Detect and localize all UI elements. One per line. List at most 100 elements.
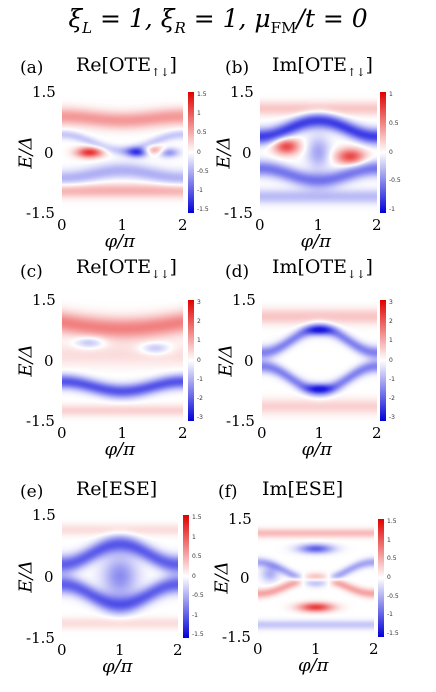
colorbar-tick-label: 1.5 xyxy=(192,514,202,521)
y-axis-label: E/Δ xyxy=(15,343,37,377)
x-tick-label: 0 xyxy=(255,216,265,234)
colorbar-tick-label: -0.5 xyxy=(192,592,204,599)
y-tick-label: 1.5 xyxy=(228,510,252,528)
x-axis-label: φ/π xyxy=(104,231,136,252)
y-tick-label: -1.5 xyxy=(224,204,253,222)
colorbar-tick-label: 0 xyxy=(192,572,196,580)
x-axis-label: φ/π xyxy=(104,439,136,460)
panel-tag: (d) xyxy=(225,262,250,282)
colorbar-tick-label: -1 xyxy=(192,611,198,619)
colorbar-tick-label: 1.5 xyxy=(197,91,207,98)
y-tick-label: -1.5 xyxy=(26,412,55,430)
colorbar-tick-label: 2 xyxy=(389,318,393,326)
colorbar-tick-label: 1 xyxy=(389,337,393,345)
colorbar xyxy=(380,300,386,421)
heatmap-plot xyxy=(62,300,183,421)
colorbar-tick-label: -0.5 xyxy=(387,592,399,600)
y-tick-label: 1.5 xyxy=(230,83,254,101)
heatmap-plot xyxy=(258,519,374,637)
y-tick-label: 0 xyxy=(242,143,252,162)
x-tick-label: 2 xyxy=(178,424,188,442)
colorbar-tick-label: 0 xyxy=(387,574,391,581)
panel-title: Re[OTE↓↓] xyxy=(76,256,177,281)
x-tick-label: 0 xyxy=(57,424,67,442)
colorbar-tick-label: 3 xyxy=(197,299,201,306)
panel-tag: (e) xyxy=(20,482,44,502)
y-tick-label: 0 xyxy=(44,143,54,162)
x-tick-label: 1 xyxy=(115,641,125,659)
heatmap-plot xyxy=(62,92,183,213)
colorbar-tick-label: -1 xyxy=(389,206,395,213)
heatmap-plot xyxy=(62,515,178,638)
colorbar-tick-label: -1.5 xyxy=(192,631,204,638)
y-tick-label: 0 xyxy=(244,351,254,370)
x-tick-label: 1 xyxy=(311,640,321,658)
colorbar-tick-label: 0.5 xyxy=(387,555,397,563)
x-tick-label: 2 xyxy=(173,641,183,659)
y-tick-label: -1.5 xyxy=(26,629,55,647)
panel-tag: (a) xyxy=(20,58,44,78)
colorbar-tick-label: -1 xyxy=(197,375,203,383)
colorbar-tick-label: 1 xyxy=(192,533,196,541)
panel-tag: (c) xyxy=(20,262,43,282)
y-tick-label: 1.5 xyxy=(232,291,256,309)
colorbar-tick-label: 1.5 xyxy=(387,518,397,525)
x-axis-label: φ/π xyxy=(301,439,333,460)
y-axis-label: E/Δ xyxy=(211,561,233,594)
x-axis-label: φ/π xyxy=(300,231,332,252)
y-tick-label: 0 xyxy=(44,351,54,370)
y-tick-label: 1.5 xyxy=(32,291,56,309)
panel-tag: (b) xyxy=(225,58,250,78)
colorbar-tick-label: 0 xyxy=(389,356,393,364)
colorbar-tick-label: 1 xyxy=(389,91,393,98)
x-tick-label: 2 xyxy=(369,640,379,658)
colorbar-tick-label: -0.5 xyxy=(197,167,209,175)
x-tick-label: 1 xyxy=(314,424,325,442)
colorbar xyxy=(183,515,189,638)
colorbar xyxy=(188,300,194,421)
y-axis-label: E/Δ xyxy=(15,559,37,593)
y-tick-label: 0 xyxy=(240,569,250,587)
colorbar xyxy=(188,92,194,213)
colorbar-tick-label: -1.5 xyxy=(387,630,399,637)
panel-title: Re[OTE↑↓] xyxy=(76,54,177,79)
colorbar-tick-label: 0.5 xyxy=(197,129,207,137)
y-axis-label: E/Δ xyxy=(15,135,37,169)
colorbar-tick-label: -3 xyxy=(389,414,395,421)
x-tick-label: 1 xyxy=(117,216,128,234)
x-tick-label: 0 xyxy=(57,216,67,234)
y-tick-label: 1.5 xyxy=(32,506,56,524)
y-tick-label: -1.5 xyxy=(226,412,255,430)
colorbar-tick-label: 1 xyxy=(197,110,201,118)
heatmap-plot xyxy=(262,300,377,421)
colorbar-tick-label: 0 xyxy=(197,356,201,364)
colorbar-tick-label: -2 xyxy=(389,394,395,402)
x-tick-label: 2 xyxy=(372,424,382,442)
panel-title: Im[OTE↓↓] xyxy=(272,256,373,281)
heatmap-plot xyxy=(260,92,377,213)
y-axis-label: E/Δ xyxy=(213,135,235,169)
x-axis-label: φ/π xyxy=(102,656,133,677)
y-tick-label: 0 xyxy=(44,567,54,586)
colorbar-tick-label: 2 xyxy=(197,318,201,326)
panel-title: Re[ESE] xyxy=(76,478,158,500)
colorbar-tick-label: -1 xyxy=(197,186,203,194)
y-tick-label: -1.5 xyxy=(222,628,251,646)
x-tick-label: 0 xyxy=(57,641,67,659)
colorbar-tick-label: 0 xyxy=(389,148,393,156)
y-axis-label: E/Δ xyxy=(215,343,237,377)
colorbar-tick-label: -2 xyxy=(197,394,203,402)
panel-title: Im[OTE↑↓] xyxy=(272,54,373,79)
panel-tag: (f) xyxy=(218,482,238,502)
colorbar xyxy=(378,519,384,637)
figure-title: ξL = 1, ξR = 1, μFM/t = 0 xyxy=(68,4,368,37)
colorbar-tick-label: -1.5 xyxy=(197,206,209,213)
colorbar-tick-label: 0.5 xyxy=(389,119,399,127)
x-tick-label: 2 xyxy=(178,216,188,234)
colorbar-tick-label: 1 xyxy=(197,337,201,345)
colorbar-tick-label: -3 xyxy=(197,414,203,421)
y-tick-label: 1.5 xyxy=(32,83,56,101)
colorbar-tick-label: -1 xyxy=(387,611,393,619)
colorbar-tick-label: 3 xyxy=(389,299,393,306)
